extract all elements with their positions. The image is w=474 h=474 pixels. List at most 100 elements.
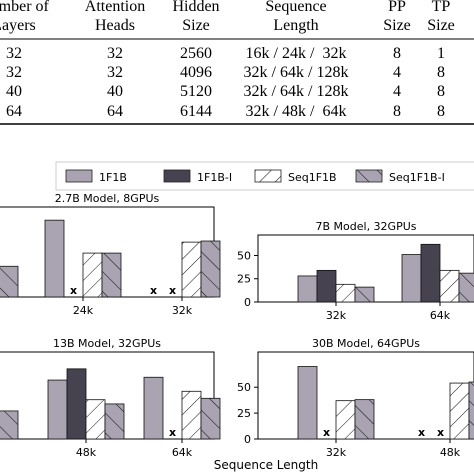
bar-1f1b-i — [66, 368, 87, 440]
y-tick-label: 0 — [244, 433, 251, 446]
table-cell: 40 — [6, 83, 22, 100]
legend-swatch-seq1f1b-i — [355, 169, 383, 183]
header-hidden-line1: Hidden — [172, 0, 219, 15]
legend-label-1f1b-i: 1F1B-I — [197, 171, 232, 184]
legend-swatch-1f1b-i — [163, 169, 191, 183]
panel-title: 7B Model, 32GPUs — [316, 220, 417, 233]
table-cell: 8 — [393, 103, 401, 120]
config-table: Number of Layers Attention Heads Hidden … — [0, 0, 474, 125]
table-cell: 32k / 64k / 128k — [244, 83, 349, 100]
table-cell: 16k / 24k / 32k — [246, 45, 347, 62]
table-cell: 32k / 48k / 64k — [246, 103, 347, 120]
bar-seq1f1b-i — [458, 272, 474, 303]
panel-title: 30B Model, 64GPUs — [312, 337, 420, 350]
table-cell: 64 — [6, 103, 22, 120]
header-hidden-line2: Size — [182, 17, 210, 34]
legend-label-seq1f1b: Seq1F1B — [288, 171, 337, 184]
legend-swatch-1f1b — [65, 169, 93, 183]
bar-seq1f1b — [449, 382, 470, 440]
table-cell: 4 — [393, 83, 401, 100]
bar-seq1f1b-i — [104, 403, 125, 440]
oom-marker-1f1b-i: x — [169, 284, 176, 297]
table-cell: 32 — [6, 45, 22, 62]
bar-seq1f1b — [181, 390, 202, 440]
table-cell: 8 — [437, 83, 445, 100]
y-tick-label: 25 — [237, 407, 251, 420]
table-cell: 40 — [107, 83, 123, 100]
header-layers-line2: Layers — [0, 17, 36, 34]
x-axis-label: Sequence Length — [214, 458, 318, 472]
table-cell: 8 — [393, 45, 401, 62]
table-cell: 5120 — [180, 83, 212, 100]
header-layers-line1: Number of — [0, 0, 50, 15]
y-tick-label: 25 — [237, 273, 251, 286]
x-tick-label: 24k — [73, 304, 94, 317]
bar-seq1f1b — [335, 283, 356, 303]
legend-label-seq1f1b-i: Seq1F1B-I — [389, 171, 445, 184]
bar-1f1b — [143, 376, 164, 440]
legend-label-1f1b: 1F1B — [99, 171, 127, 184]
bar-1f1b-i — [316, 269, 337, 303]
header-seqlen-line1: Sequence — [265, 0, 326, 15]
chart-panel-2: 7B Model, 32GPUs 0 25 50 32k 64k — [237, 220, 474, 322]
performance-figure: 1F1B 1F1B-I Seq1F1B Seq1F1B-I 2.7B Model, 8… — [0, 161, 474, 472]
x-tick-label: 32k — [326, 446, 347, 459]
chart-panel-1: 2.7B Model, 8GPUs16k24kx32kxx — [0, 192, 221, 317]
chart-panel-3: 13B Model, 32GPUs32k48k64kx — [0, 337, 221, 459]
oom-marker-1f1b-i: x — [323, 426, 330, 439]
bar-1f1b-i — [420, 243, 441, 303]
panel-title: 13B Model, 32GPUs — [53, 337, 161, 350]
y-tick-label: 50 — [237, 249, 251, 262]
bar-1f1b — [47, 379, 68, 440]
table-cell: 32 — [107, 64, 123, 81]
header-tp-line1: TP — [432, 0, 451, 15]
x-tick-label: 64k — [172, 446, 193, 459]
bar-seq1f1b — [439, 269, 460, 303]
header-tp-line2: Size — [427, 17, 455, 34]
oom-marker-1f1b-i: x — [169, 426, 176, 439]
table-cell: 4 — [393, 64, 401, 81]
bar-seq1f1b — [85, 399, 106, 440]
header-heads-line1: Attention — [85, 0, 145, 15]
oom-marker-1f1b-i: x — [70, 284, 77, 297]
legend-box: 1F1B 1F1B-I Seq1F1B Seq1F1B-I — [55, 161, 474, 191]
bar-seq1f1b-i — [354, 286, 375, 303]
bar-seq1f1b-i — [0, 410, 19, 440]
bar-1f1b — [44, 219, 65, 298]
table-cell: 8 — [437, 64, 445, 81]
bar-1f1b — [297, 275, 318, 303]
table-cell: 32 — [6, 64, 22, 81]
bar-seq1f1b-i — [354, 399, 375, 440]
x-tick-label: 32k — [326, 309, 347, 322]
y-tick-label: 0 — [244, 296, 251, 309]
bar-seq1f1b-i — [101, 252, 122, 298]
header-heads-line2: Heads — [95, 17, 135, 34]
oom-marker-1f1b-i: x — [437, 426, 444, 439]
header-seqlen-line2: Length — [273, 17, 318, 34]
header-pp-line1: PP — [388, 0, 406, 15]
bar-seq1f1b-i — [468, 381, 474, 440]
bar-1f1b — [297, 366, 318, 440]
oom-marker-1f1b: x — [418, 426, 425, 439]
table-cell: 4096 — [180, 64, 212, 81]
table-cell: 64 — [107, 103, 123, 120]
bar-seq1f1b — [335, 400, 356, 440]
x-tick-label: 32k — [172, 304, 193, 317]
table-cell: 2560 — [180, 45, 212, 62]
bar-seq1f1b — [82, 252, 103, 298]
header-pp-line2: Size — [383, 17, 411, 34]
table-cell: 8 — [437, 103, 445, 120]
table-cell: 1 — [437, 45, 445, 62]
bar-seq1f1b-i — [200, 397, 221, 440]
oom-marker-1f1b: x — [150, 284, 157, 297]
bar-seq1f1b-i — [0, 265, 19, 298]
bar-1f1b — [401, 254, 422, 303]
x-tick-label: 48k — [440, 446, 461, 459]
bar-seq1f1b-i — [200, 240, 221, 298]
x-tick-label: 64k — [430, 309, 451, 322]
table-cell: 32 — [107, 45, 123, 62]
table-cell: 32k / 64k / 128k — [244, 64, 349, 81]
bar-seq1f1b — [181, 241, 202, 298]
y-tick-label: 50 — [237, 381, 251, 394]
